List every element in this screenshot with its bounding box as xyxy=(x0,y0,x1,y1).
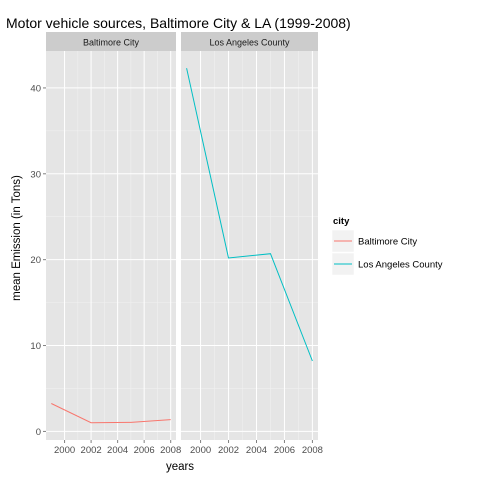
facet-panel: Baltimore City xyxy=(46,32,176,440)
chart-title: Motor vehicle sources, Baltimore City & … xyxy=(6,15,351,31)
x-tick-label: 2004 xyxy=(107,445,128,456)
facet-strip-label: Los Angeles County xyxy=(209,38,290,48)
panel-background xyxy=(181,51,318,440)
y-axis: 0 10 20 30 40 xyxy=(30,83,46,438)
facet-panels: Baltimore City Los Angeles County xyxy=(46,32,318,440)
x-tick-label: 2002 xyxy=(218,445,239,456)
y-tick-label: 30 xyxy=(30,169,41,180)
y-tick-label: 10 xyxy=(30,341,41,352)
x-tick-label: 2004 xyxy=(246,445,267,456)
x-tick-label: 2006 xyxy=(274,445,295,456)
legend-label: Baltimore City xyxy=(358,237,417,248)
x-axis-title: years xyxy=(166,461,194,473)
facet-panel: Los Angeles County xyxy=(181,32,318,440)
panel-background xyxy=(46,51,176,440)
facet-strip xyxy=(46,32,176,51)
y-tick-label: 40 xyxy=(30,83,41,94)
x-tick-label: 2002 xyxy=(81,445,102,456)
x-tick-label: 2006 xyxy=(134,445,155,456)
x-tick-label: 2000 xyxy=(190,445,211,456)
x-tick-label: 2000 xyxy=(54,445,75,456)
y-tick-label: 20 xyxy=(30,255,41,266)
y-tick-label: 0 xyxy=(36,427,41,438)
x-tick-label: 2008 xyxy=(302,445,323,456)
legend-label: Los Angeles County xyxy=(358,260,443,271)
x-axes: 2000 2002 2004 2006 2008 2000 2002 2004 2006 2008 xyxy=(54,440,323,456)
facet-strip xyxy=(181,32,318,51)
legend-title: city xyxy=(333,216,350,227)
x-tick-label: 2008 xyxy=(160,445,181,456)
series-line-los-angeles-county xyxy=(186,68,313,362)
facet-strip-label: Baltimore City xyxy=(83,38,140,48)
series-line-baltimore-city xyxy=(51,403,171,424)
y-axis-title: mean Emission (in Tons) xyxy=(11,175,23,301)
legend: city Baltimore City Los Angeles County xyxy=(331,216,443,276)
